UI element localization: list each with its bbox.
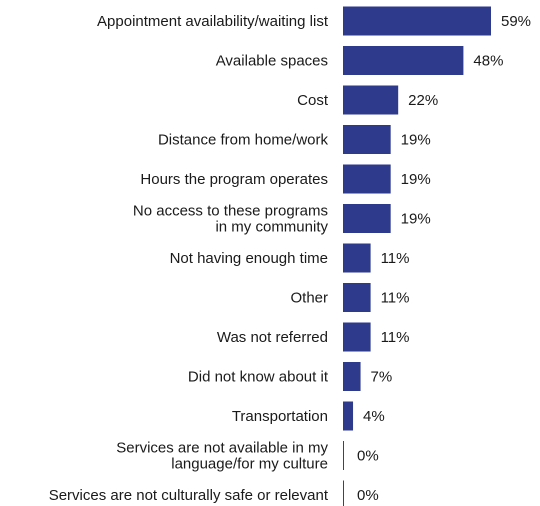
value-label: 11%: [381, 290, 410, 307]
bar: [343, 164, 391, 194]
value-label: 19%: [401, 211, 431, 228]
category-label: Services are not available in my: [116, 440, 328, 457]
bar: [343, 204, 391, 233]
bars-group: [343, 6, 491, 506]
category-labels-group: Appointment availability/waiting list Ava…: [49, 13, 329, 504]
bar: [343, 480, 344, 506]
value-label: 4%: [363, 408, 385, 425]
bar: [343, 46, 464, 75]
value-label: 22%: [408, 92, 438, 109]
value-label: 59%: [501, 13, 531, 30]
bar: [343, 85, 399, 115]
category-label: Other: [290, 290, 328, 307]
value-labels-group: 59% 48% 22% 19% 19% 19% 11% 11% 11% 7% 4% 0% 0%: [357, 13, 531, 504]
bar: [343, 322, 371, 352]
value-label: 11%: [381, 250, 410, 267]
category-label: Transportation: [232, 408, 328, 425]
value-label: 11%: [381, 329, 410, 346]
value-label: 0%: [357, 448, 379, 465]
category-label: Cost: [297, 92, 329, 109]
category-label: Available spaces: [216, 53, 328, 70]
value-label: 7%: [371, 369, 393, 386]
value-label: 0%: [357, 487, 379, 504]
category-label: Not having enough time: [170, 250, 328, 267]
category-label: No access to these programs: [133, 203, 328, 220]
value-label: 19%: [401, 171, 431, 188]
value-label: 48%: [473, 53, 503, 70]
bar: [343, 6, 491, 36]
bar: [343, 283, 371, 312]
category-label: Did not know about it: [188, 369, 329, 386]
category-label: in my community: [215, 219, 328, 236]
bar: [343, 125, 391, 154]
category-label: Was not referred: [217, 329, 328, 346]
bar: [343, 401, 354, 431]
category-label: language/for my culture: [171, 456, 328, 473]
bar: [343, 362, 361, 391]
category-label: Appointment availability/waiting list: [97, 13, 329, 30]
category-label: Distance from home/work: [158, 132, 329, 149]
bar: [343, 441, 344, 470]
category-label: Hours the program operates: [140, 171, 328, 188]
value-label: 19%: [401, 132, 431, 149]
category-label: Services are not culturally safe or rele…: [49, 487, 329, 504]
bar: [343, 243, 371, 273]
